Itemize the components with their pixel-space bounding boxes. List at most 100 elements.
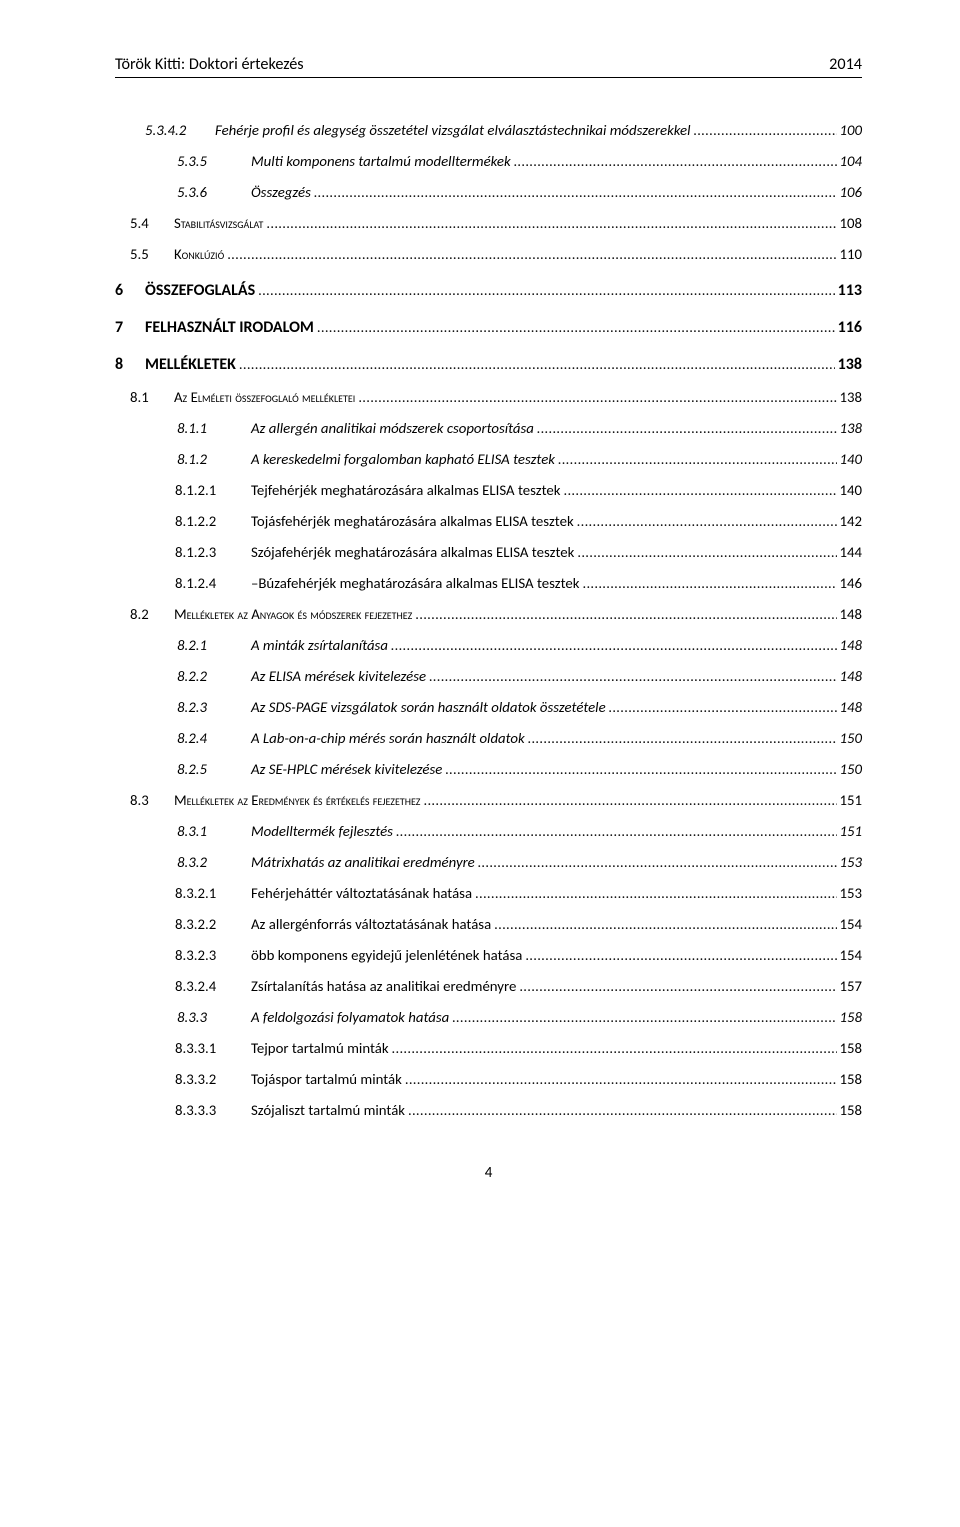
toc-entry-page: 148	[840, 699, 863, 716]
header-left: Török Kitti: Doktori értekezés	[115, 56, 304, 75]
toc-entry-title: Az Elméleti összefoglaló mellékletei	[174, 388, 355, 406]
toc-entry-title: Modelltermék fejlesztés	[251, 822, 393, 840]
toc-entry-label: 8.3.2.4Zsírtalanítás hatása az analitika…	[175, 978, 516, 995]
toc-entry-label: 8.3.1Modelltermék fejlesztés	[177, 823, 393, 840]
toc-entry: 8.2.4A Lab-on-a-chip mérés során használ…	[115, 730, 862, 747]
toc-entry-label: 8.1.2.3Szójafehérjék meghatározására alk…	[175, 544, 574, 561]
page-number: 4	[115, 1165, 862, 1182]
toc-entry: 8.3Mellékletek az Eredmények és értékelé…	[115, 792, 862, 809]
table-of-contents: 5.3.4.2Fehérje profil és alegység összet…	[115, 122, 862, 1120]
toc-entry-number: 8.1.2.1	[175, 482, 251, 499]
toc-entry-number: 8.2.5	[177, 761, 251, 778]
toc-entry-label: 8.1.2A kereskedelmi forgalomban kapható …	[177, 451, 555, 468]
toc-entry-title: Mellékletek az Anyagok és módszerek feje…	[174, 605, 412, 623]
toc-entry-label: 8.1.1Az allergén analitikai módszerek cs…	[177, 420, 534, 437]
toc-entry-number: 5.5	[130, 246, 174, 263]
toc-leader-dots	[564, 482, 837, 499]
toc-leader-dots	[258, 282, 835, 299]
toc-entry-page: 140	[840, 451, 863, 468]
toc-entry-number: 8.2	[130, 606, 174, 623]
toc-entry-number: 8.2.1	[177, 637, 251, 654]
toc-leader-dots	[514, 153, 837, 170]
toc-entry-page: 154	[840, 916, 863, 933]
toc-entry-title: A feldolgozási folyamatok hatása	[251, 1008, 449, 1026]
toc-entry-number: 8.1.2.3	[175, 544, 251, 561]
toc-entry-number: 8.2.2	[177, 668, 251, 685]
toc-entry-title: Szójaliszt tartalmú minták	[251, 1101, 405, 1119]
toc-entry-label: 8.2.3Az SDS-PAGE vizsgálatok során haszn…	[177, 699, 606, 716]
toc-entry-label: 8.3.3.2Tojáspor tartalmú minták	[175, 1071, 402, 1088]
toc-entry: 8.3.3A feldolgozási folyamatok hatása 15…	[115, 1009, 862, 1026]
toc-entry: 8.1.1Az allergén analitikai módszerek cs…	[115, 420, 862, 437]
toc-entry-page: 158	[840, 1102, 863, 1119]
toc-entry-number: 8.3.2.2	[175, 916, 251, 933]
toc-entry: 8.3.2.2Az allergénforrás változtatásának…	[115, 916, 862, 933]
toc-leader-dots	[396, 823, 837, 840]
toc-leader-dots	[445, 761, 836, 778]
toc-entry-number: 5.4	[130, 215, 174, 232]
toc-entry-number: 8.1.2	[177, 451, 251, 468]
toc-entry-title: –Búzafehérjék meghatározására alkalmas E…	[251, 574, 580, 592]
toc-entry-title: Szójafehérjék meghatározására alkalmas E…	[251, 543, 574, 561]
toc-entry-page: 153	[840, 854, 863, 871]
toc-entry-page: 157	[840, 978, 863, 995]
toc-entry-page: 148	[840, 606, 863, 623]
toc-entry: 8.1.2.4–Búzafehérjék meghatározására alk…	[115, 575, 862, 592]
toc-leader-dots	[694, 122, 837, 139]
toc-entry-title: Az allergénforrás változtatásának hatása	[251, 915, 491, 933]
toc-entry-number: 8.2.3	[177, 699, 251, 716]
toc-entry-page: 150	[840, 730, 863, 747]
toc-entry: 8.1.2.1Tejfehérjék meghatározására alkal…	[115, 482, 862, 499]
toc-entry-title: Tojáspor tartalmú minták	[251, 1070, 402, 1088]
toc-entry-label: 6ÖSSZEFOGLALÁS	[115, 282, 255, 300]
toc-entry-page: 142	[840, 513, 863, 530]
toc-entry: 8MELLÉKLETEK 138	[115, 356, 862, 374]
toc-entry-label: 8.2Mellékletek az Anyagok és módszerek f…	[130, 606, 412, 623]
toc-leader-dots	[475, 885, 836, 902]
toc-entry: 5.3.5Multi komponens tartalmú modellterm…	[115, 153, 862, 170]
toc-entry-title: Tejpor tartalmú minták	[251, 1039, 389, 1057]
toc-entry-page: 154	[840, 947, 863, 964]
toc-entry-title: Zsírtalanítás hatása az analitikai eredm…	[251, 977, 516, 995]
toc-entry: 8.2.2Az ELISA mérések kivitelezése 148	[115, 668, 862, 685]
toc-entry: 5.5Konklúzió 110	[115, 246, 862, 263]
toc-entry-number: 8.3.2.4	[175, 978, 251, 995]
toc-entry-number: 8.3.2	[177, 854, 251, 871]
toc-entry-label: 8.3Mellékletek az Eredmények és értékelé…	[130, 792, 420, 809]
toc-entry-title: ÖSSZEFOGLALÁS	[145, 281, 255, 300]
toc-entry: 8.2.3Az SDS-PAGE vizsgálatok során haszn…	[115, 699, 862, 716]
toc-entry: 8.3.2.1Fehérjeháttér változtatásának hat…	[115, 885, 862, 902]
toc-entry-page: 116	[838, 319, 862, 337]
toc-entry: 8.3.2.3öbb komponens egyidejű jelenlétén…	[115, 947, 862, 964]
toc-entry-label: 8.3.2.1Fehérjeháttér változtatásának hat…	[175, 885, 472, 902]
toc-entry-number: 5.3.5	[177, 153, 251, 170]
toc-entry: 8.3.2Mátrixhatás az analitikai eredményr…	[115, 854, 862, 871]
toc-entry-number: 8	[115, 356, 145, 374]
toc-entry-number: 7	[115, 319, 145, 337]
toc-leader-dots	[537, 420, 837, 437]
toc-leader-dots	[358, 389, 836, 406]
toc-entry-page: 158	[840, 1071, 863, 1088]
toc-entry-label: 8.2.1A minták zsírtalanítása	[177, 637, 388, 654]
toc-entry-page: 100	[840, 122, 863, 139]
toc-entry: 8.2.1A minták zsírtalanítása 148	[115, 637, 862, 654]
toc-leader-dots	[609, 699, 837, 716]
toc-leader-dots	[577, 544, 836, 561]
toc-entry-page: 150	[840, 761, 863, 778]
toc-entry-label: 8.3.3.3Szójaliszt tartalmú minták	[175, 1102, 405, 1119]
toc-leader-dots	[405, 1071, 837, 1088]
toc-entry-page: 148	[840, 668, 863, 685]
toc-entry: 8.1.2A kereskedelmi forgalomban kapható …	[115, 451, 862, 468]
toc-entry-page: 144	[840, 544, 863, 561]
toc-entry-label: 8.2.4A Lab-on-a-chip mérés során használ…	[177, 730, 525, 747]
toc-entry-title: Konklúzió	[174, 245, 224, 263]
toc-entry-page: 138	[840, 420, 863, 437]
toc-entry: 6ÖSSZEFOGLALÁS 113	[115, 282, 862, 300]
toc-entry-title: Az ELISA mérések kivitelezése	[251, 667, 426, 685]
toc-leader-dots	[452, 1009, 836, 1026]
toc-entry: 5.3.4.2Fehérje profil és alegység összet…	[115, 122, 862, 139]
toc-entry-label: 5.3.4.2Fehérje profil és alegység összet…	[145, 122, 691, 139]
toc-entry-page: 158	[840, 1040, 863, 1057]
toc-entry-page: 148	[840, 637, 863, 654]
toc-entry-number: 6	[115, 282, 145, 300]
